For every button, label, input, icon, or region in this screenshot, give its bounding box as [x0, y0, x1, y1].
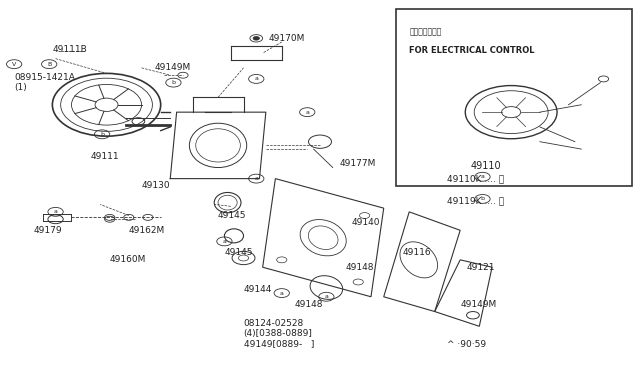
- Text: 49140: 49140: [352, 218, 380, 227]
- Text: 49111: 49111: [91, 152, 119, 161]
- Text: 49130: 49130: [141, 182, 170, 190]
- Polygon shape: [262, 179, 384, 297]
- Text: a: a: [254, 76, 258, 81]
- Text: 49119K .... ⓑ: 49119K .... ⓑ: [447, 196, 504, 205]
- Text: 49111B: 49111B: [52, 45, 87, 54]
- Text: 08124-02528
(4)[0388-0889]
49149[0889-   ]: 08124-02528 (4)[0388-0889] 49149[0889- ]: [244, 319, 314, 349]
- Text: 49144: 49144: [244, 285, 272, 294]
- Text: 49149M: 49149M: [154, 63, 191, 72]
- Text: a: a: [481, 174, 484, 179]
- Text: a: a: [54, 209, 58, 214]
- Polygon shape: [384, 212, 460, 311]
- Circle shape: [253, 36, 259, 40]
- Text: a: a: [254, 176, 258, 181]
- Text: 49148: 49148: [294, 300, 323, 309]
- Text: b: b: [172, 80, 175, 85]
- Text: 49162M: 49162M: [129, 226, 165, 235]
- Text: b: b: [100, 132, 104, 137]
- Text: a: a: [280, 291, 284, 296]
- Text: 49177M: 49177M: [339, 159, 376, 169]
- Text: 49170M: 49170M: [269, 34, 305, 43]
- Text: a: a: [223, 239, 227, 244]
- Text: 49121: 49121: [467, 263, 495, 272]
- Text: 49148: 49148: [346, 263, 374, 272]
- Text: B: B: [47, 62, 51, 67]
- Text: 49149M: 49149M: [460, 300, 497, 309]
- Text: 49145: 49145: [218, 211, 246, 220]
- Text: FOR ELECTRICAL CONTROL: FOR ELECTRICAL CONTROL: [409, 46, 534, 55]
- Text: 49110: 49110: [470, 161, 501, 171]
- Text: a: a: [305, 110, 309, 115]
- Text: 49145: 49145: [225, 248, 253, 257]
- Text: a: a: [324, 294, 328, 299]
- Text: 49110K .... ⓐ: 49110K .... ⓐ: [447, 174, 504, 183]
- Text: 電子制御タイプ: 電子制御タイプ: [409, 27, 442, 36]
- Polygon shape: [170, 112, 266, 179]
- Text: 08915-1421A
(1): 08915-1421A (1): [14, 73, 75, 92]
- Text: V: V: [12, 62, 16, 67]
- Text: 49179: 49179: [33, 226, 62, 235]
- Text: ^ ·90·59: ^ ·90·59: [447, 340, 486, 349]
- Text: b: b: [481, 196, 484, 201]
- Text: 49116: 49116: [403, 248, 431, 257]
- Text: 49160M: 49160M: [109, 255, 146, 264]
